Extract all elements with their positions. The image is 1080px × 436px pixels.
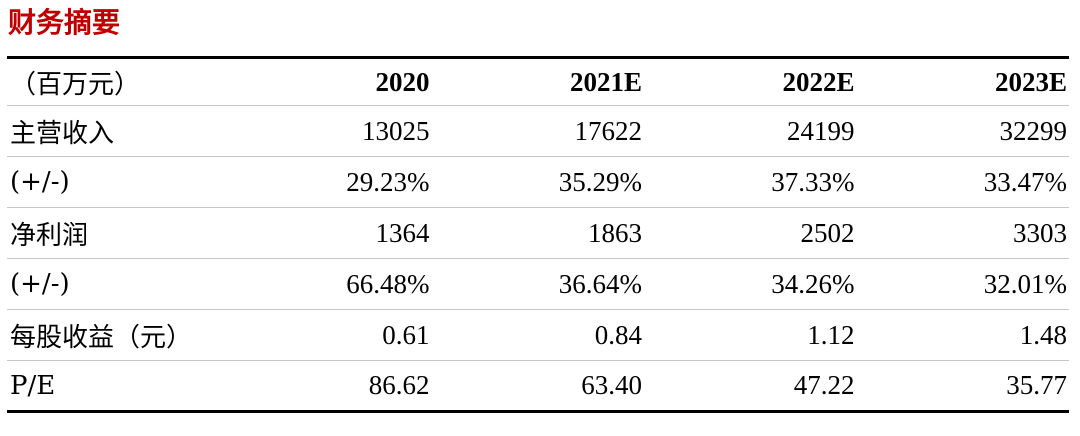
column-header-2021e: 2021E bbox=[569, 66, 642, 97]
row-label: 每股收益（元） bbox=[10, 322, 193, 353]
table-row-net-profit: 净利润 1364 1863 2502 3303 bbox=[7, 208, 1069, 259]
row-label: 净利润 bbox=[10, 220, 89, 251]
financial-summary-table: （百万元） 2020 2021E 2022E 2023E 主营收入 13025 … bbox=[7, 56, 1069, 413]
table-cell: 47.22 bbox=[793, 370, 855, 400]
table-cell: 24199 bbox=[787, 115, 855, 146]
table-cell: 1.48 bbox=[1019, 319, 1067, 350]
table-cell: 86.62 bbox=[368, 370, 430, 400]
table-row-revenue: 主营收入 13025 17622 24199 32299 bbox=[7, 106, 1069, 157]
table-cell: 34.26% bbox=[771, 268, 855, 299]
table-row-net-profit-growth: (+/-) 66.48% 36.64% 34.26% 32.01% bbox=[7, 259, 1069, 310]
table-cell: 33.47% bbox=[983, 166, 1067, 197]
table-cell: 17622 bbox=[574, 115, 643, 146]
table-cell: 3303 bbox=[1013, 217, 1067, 248]
table-cell: 32299 bbox=[999, 115, 1068, 146]
table-cell: 66.48% bbox=[346, 268, 430, 299]
row-label: (+/-) bbox=[10, 269, 70, 299]
table-cell: 1863 bbox=[588, 217, 642, 248]
column-header-2023e: 2023E bbox=[994, 66, 1067, 97]
table-row-revenue-growth: (+/-) 29.23% 35.29% 37.33% 33.47% bbox=[7, 157, 1069, 208]
table-cell: 36.64% bbox=[558, 268, 642, 299]
table-cell: 29.23% bbox=[346, 166, 430, 197]
table-cell: 2502 bbox=[800, 217, 855, 248]
row-label: P/E bbox=[10, 370, 56, 401]
table-cell: 63.40 bbox=[581, 370, 642, 400]
table-cell: 0.84 bbox=[594, 319, 642, 350]
table-cell: 37.33% bbox=[771, 166, 855, 197]
table-cell: 13025 bbox=[362, 115, 430, 146]
table-header-row: （百万元） 2020 2021E 2022E 2023E bbox=[7, 58, 1069, 106]
table-cell: 35.29% bbox=[558, 166, 642, 197]
row-label: (+/-) bbox=[10, 167, 70, 197]
table-row-eps: 每股收益（元） 0.61 0.84 1.12 1.48 bbox=[7, 310, 1069, 361]
row-label: 主营收入 bbox=[10, 118, 115, 149]
table-cell: 32.01% bbox=[983, 268, 1067, 299]
page-title: 财务摘要 bbox=[8, 7, 121, 38]
column-header-2022e: 2022E bbox=[782, 66, 855, 97]
table-cell: 0.61 bbox=[382, 319, 430, 350]
column-header-2020: 2020 bbox=[375, 66, 430, 97]
unit-header: （百万元） bbox=[10, 69, 141, 100]
table-cell: 1.12 bbox=[807, 319, 855, 350]
table-cell: 1364 bbox=[375, 217, 430, 248]
table-row-pe: P/E 86.62 63.40 47.22 35.77 bbox=[7, 361, 1069, 412]
table-cell: 35.77 bbox=[1006, 370, 1067, 400]
